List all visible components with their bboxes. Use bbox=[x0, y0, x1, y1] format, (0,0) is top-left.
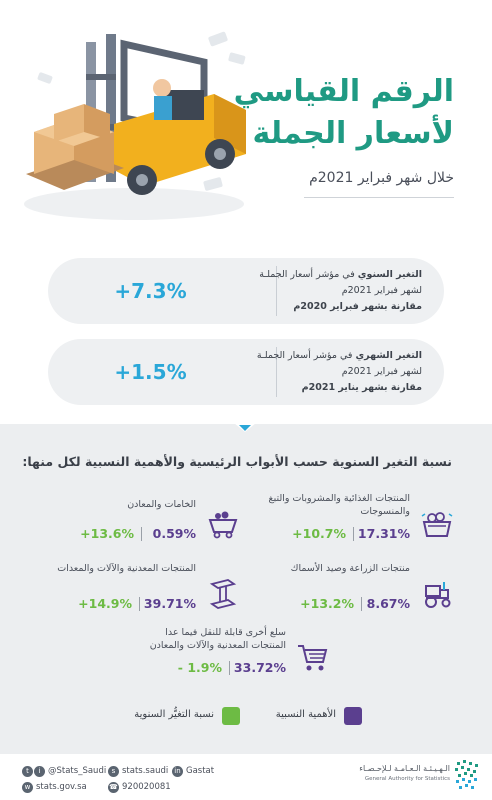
legend-change-label: نسبة التغيُّر السنوية bbox=[134, 709, 214, 720]
phone-icon: ☎ bbox=[108, 782, 119, 793]
legend-change: نسبة التغيُّر السنوية bbox=[110, 707, 240, 727]
legend-share-label: الأهمية النسبية bbox=[275, 709, 336, 720]
forklift-illustration bbox=[24, 31, 246, 220]
annual-change-description: التغير السنوي في مؤشر أسعار الجملـة لشهر… bbox=[252, 267, 422, 315]
item-share-value: 8.67% bbox=[366, 596, 410, 611]
tractor-icon bbox=[425, 582, 451, 608]
item-change-value: +14.9% bbox=[78, 596, 132, 611]
page-title-line1: الرقم القياسي bbox=[233, 74, 454, 109]
item-separator bbox=[141, 527, 142, 541]
monthly-change-value: +1.5% bbox=[114, 360, 187, 384]
annual-change-value: +7.3% bbox=[114, 279, 187, 303]
breakdown-title: نسبة التغير السنوية حسب الأبواب الرئيسية… bbox=[22, 454, 452, 469]
breakdown-item-food: المنتجات الغذائية والمشروبات والتبغ والم… bbox=[254, 492, 454, 552]
annual-change-label: التغير السنوي bbox=[357, 269, 422, 280]
item-separator bbox=[353, 527, 354, 541]
phone-number[interactable]: 920020081 bbox=[122, 782, 171, 792]
monthly-change-card: +1.5% التغير الشهري في مؤشر أسعار الجملـ… bbox=[48, 339, 444, 405]
linkedin-handle[interactable]: Gastat bbox=[186, 766, 215, 776]
item-change-value: +13.2% bbox=[300, 596, 354, 611]
globe-icon: w bbox=[22, 782, 33, 793]
legend-change-swatch bbox=[222, 707, 240, 725]
item-change-value: +10.7% bbox=[292, 526, 346, 541]
twitter-handle[interactable]: @Stats_Saudi bbox=[48, 766, 107, 776]
item-label: سلع أخرى قابلة للنقل فيما عدا المنتجات ا… bbox=[149, 627, 286, 651]
period-underline bbox=[304, 197, 454, 198]
breakdown-section: نسبة التغير السنوية حسب الأبواب الرئيسية… bbox=[0, 423, 492, 754]
monthly-change-comparison: مقارنة بشهر يناير 2021م bbox=[301, 382, 422, 393]
item-separator bbox=[139, 597, 140, 611]
item-change-value: - 1.9% bbox=[177, 660, 222, 675]
legend-share: الأهمية النسبية bbox=[252, 707, 362, 727]
org-name-arabic: الـهـيـئـة الـعـامـة لـلإحـصـاء bbox=[359, 764, 450, 773]
item-share-value: 33.72% bbox=[233, 660, 286, 675]
card-divider bbox=[276, 347, 277, 397]
hero-section: الرقم القياسي لأسعار الجملة خلال شهر فبر… bbox=[0, 0, 492, 245]
monthly-change-description: التغير الشهري في مؤشر أسعار الجملـة لشهر… bbox=[252, 348, 422, 396]
legend-share-swatch bbox=[344, 707, 362, 725]
item-share-value: 17.31% bbox=[357, 526, 410, 541]
breakdown-item-agriculture: منتجات الزراعة وصيد الأسماك 8.67% +13.2% bbox=[254, 562, 454, 622]
item-share-value: 39.71% bbox=[143, 596, 196, 611]
gastat-logo-icon bbox=[455, 760, 478, 789]
breakdown-item-metal-products: المنتجات المعدنية والآلات والمعدات 39.71… bbox=[40, 562, 240, 622]
annual-change-comparison: مقارنة بشهر فبراير 2020م bbox=[293, 301, 422, 312]
annual-change-card: +7.3% التغير السنوي في مؤشر أسعار الجملـ… bbox=[48, 258, 444, 324]
period-label: خلال شهر فبراير 2021م bbox=[309, 170, 454, 186]
item-separator bbox=[361, 597, 362, 611]
item-label: المنتجات الغذائية والمشروبات والتبغ والم… bbox=[268, 493, 410, 517]
snapchat-icon: s bbox=[108, 766, 119, 777]
monthly-change-label-rest: في مؤشر أسعار الجملـة لشهر فبراير 2021م bbox=[256, 350, 422, 377]
snapchat-handle[interactable]: stats.saudi bbox=[122, 766, 169, 776]
steel-beam-icon bbox=[209, 579, 237, 609]
mine-cart-icon bbox=[208, 511, 238, 539]
linkedin-icon: in bbox=[172, 766, 183, 777]
footer: t i @Stats_Saudi s stats.saudi in Gastat… bbox=[0, 754, 492, 800]
card-divider bbox=[276, 266, 277, 316]
section-notch-accent bbox=[239, 425, 251, 431]
page-title-line2: لأسعار الجملة bbox=[252, 116, 454, 151]
item-share-value: 0.59% bbox=[152, 526, 196, 541]
twitter-icon: t bbox=[22, 766, 33, 777]
website-link[interactable]: stats.gov.sa bbox=[36, 782, 87, 792]
monthly-change-label: التغير الشهري bbox=[355, 350, 422, 361]
item-label: منتجات الزراعة وصيد الأسماك bbox=[290, 563, 410, 574]
annual-change-label-rest: في مؤشر أسعار الجملـة لشهر فبراير 2021م bbox=[259, 269, 422, 296]
item-label: الخامات والمعادن bbox=[127, 499, 196, 510]
item-label: المنتجات المعدنية والآلات والمعدات bbox=[57, 563, 196, 574]
food-basket-icon bbox=[421, 512, 453, 537]
breakdown-item-other-goods: سلع أخرى قابلة للنقل فيما عدا المنتجات ا… bbox=[130, 626, 330, 686]
instagram-icon: i bbox=[34, 766, 45, 777]
shopping-cart-icon bbox=[298, 645, 328, 671]
item-change-value: +13.6% bbox=[80, 526, 134, 541]
org-name-english: General Authority for Statistics bbox=[364, 776, 450, 782]
breakdown-item-ores: الخامات والمعادن 0.59% +13.6% bbox=[40, 492, 240, 552]
item-separator bbox=[229, 661, 230, 675]
